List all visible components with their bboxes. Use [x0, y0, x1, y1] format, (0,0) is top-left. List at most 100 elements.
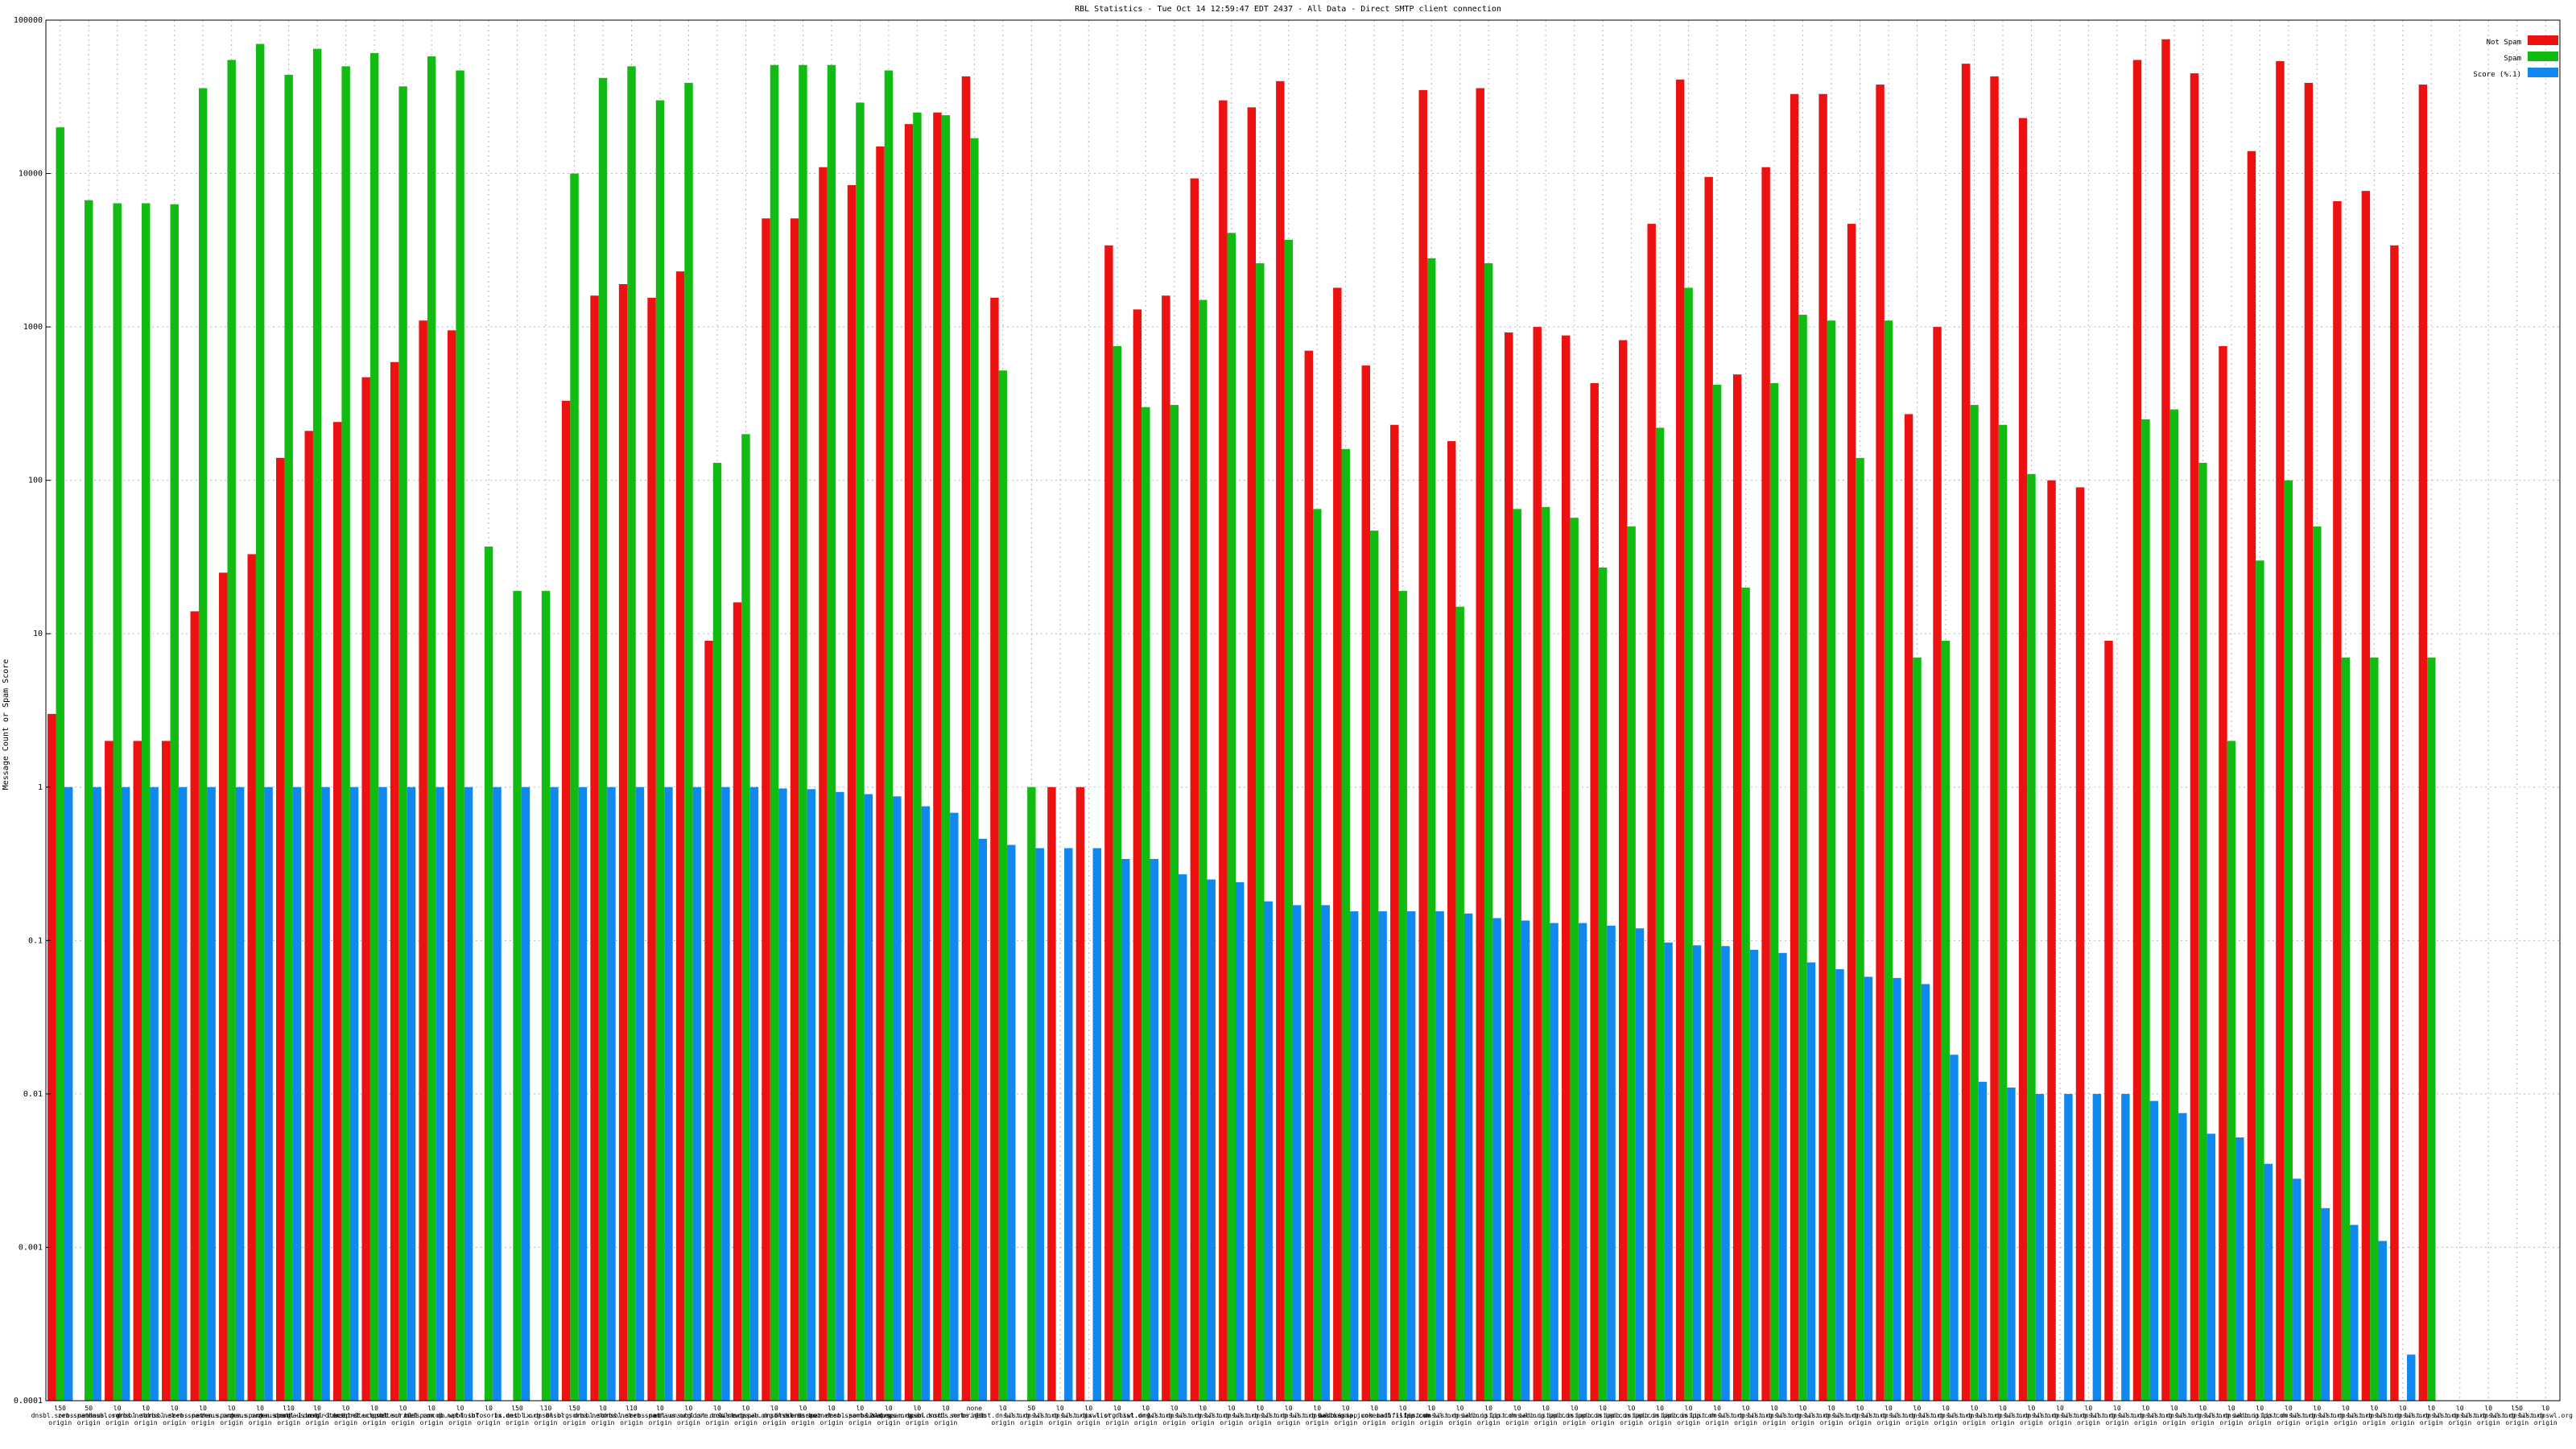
- bar-spam: [2427, 657, 2436, 1401]
- x-tick-label: l0: [2199, 1405, 2207, 1412]
- bar-spam: [799, 64, 807, 1402]
- x-tick-label: l0: [942, 1405, 950, 1412]
- x-tick-label: origin: [48, 1419, 72, 1426]
- bar-not-spam: [961, 76, 971, 1402]
- bar-spam: [2313, 526, 2322, 1402]
- x-tick-label: l0: [1770, 1405, 1778, 1412]
- chart-title: RBL Statistics - Tue Oct 14 12:59:47 EDT…: [1075, 5, 1501, 14]
- bar-spam: [970, 138, 979, 1402]
- y-tick-label: 100000: [14, 16, 43, 25]
- x-tick-label: l0: [599, 1405, 607, 1412]
- x-tick-label: origin: [277, 1419, 300, 1426]
- bar-score-1: [864, 794, 873, 1401]
- bar-not-spam: [275, 457, 285, 1401]
- bar-not-spam: [1876, 85, 1885, 1401]
- bar-score-1: [436, 786, 444, 1401]
- y-tick-labels: 0.0001 0.001 0.01 0.1 1 10 100 1000 10000 100000: [14, 16, 51, 1406]
- x-tick-label: origin: [877, 1419, 900, 1426]
- bar-score-1: [1664, 942, 1673, 1401]
- bar-not-spam: [133, 741, 142, 1401]
- x-tick-label: origin: [1963, 1419, 1986, 1426]
- x-tick-label: list.dnswl.org: [1747, 1412, 1802, 1419]
- bar-not-spam: [819, 167, 828, 1401]
- x-tick-label: l0: [2113, 1405, 2121, 1412]
- bar-not-spam: [1247, 107, 1257, 1401]
- bar-score-1: [2293, 1179, 2301, 1401]
- x-tick-label: list.dnswl.org: [2004, 1412, 2059, 1419]
- bar-spam: [113, 203, 122, 1402]
- x-tick-label: origin: [1391, 1419, 1414, 1426]
- x-tick-label: dnsbl.sorbs.net: [460, 1412, 518, 1419]
- x-tick-label: origin: [2105, 1419, 2128, 1426]
- bar-score-1: [407, 786, 416, 1401]
- bar-not-spam: [2333, 200, 2342, 1401]
- x-tick-label: origin: [420, 1419, 444, 1426]
- x-tick-label: l0: [1484, 1405, 1492, 1412]
- bar-score-1: [1064, 848, 1073, 1401]
- bar-spam: [2027, 473, 2036, 1401]
- x-tick-label: origin: [819, 1419, 843, 1426]
- bar-score-1: [1607, 925, 1616, 1401]
- bar-score-1: [2235, 1137, 2244, 1401]
- x-tick-label: 50: [85, 1405, 93, 1412]
- bar-score-1: [578, 786, 588, 1401]
- x-tick-label: origin: [192, 1419, 215, 1426]
- x-tick-label: zen.spamhaus.org: [229, 1412, 291, 1419]
- bar-score-1: [1435, 911, 1444, 1401]
- bar-spam: [369, 52, 379, 1401]
- bar-not-spam: [1933, 327, 1942, 1402]
- bar-not-spam: [1390, 424, 1399, 1401]
- bar-spam: [1370, 530, 1379, 1401]
- x-tick-label: origin: [2363, 1419, 2386, 1426]
- x-tick-label: origin: [1220, 1419, 1243, 1426]
- x-tick-label: origin: [2420, 1419, 2443, 1426]
- x-tick-label: iadb.isipp.com: [1518, 1412, 1573, 1419]
- bar-score-1: [1835, 968, 1844, 1401]
- x-tick-label: l0: [256, 1405, 264, 1412]
- bar-score-1: [2178, 1113, 2187, 1401]
- bar-score-1: [950, 812, 959, 1401]
- bar-spam: [913, 112, 922, 1402]
- bar-not-spam: [1647, 224, 1656, 1402]
- x-tick-label: origin: [1306, 1419, 1329, 1426]
- bar-spam: [998, 370, 1008, 1401]
- x-tick-label: list.dnswl.org: [2204, 1412, 2259, 1419]
- x-tick-label: origin: [2162, 1419, 2186, 1426]
- bar-score-1: [1463, 913, 1473, 1401]
- bar-not-spam: [1961, 64, 1971, 1401]
- x-tick-label: origin: [334, 1419, 357, 1426]
- x-tick-label: dnsbl.sorbs.net: [545, 1412, 603, 1419]
- x-tick-label: l0: [999, 1405, 1007, 1412]
- x-tick-label: dnsbl.sorbs.net: [31, 1412, 89, 1419]
- x-tick-label: origin: [991, 1419, 1014, 1426]
- bar-not-spam: [790, 218, 799, 1402]
- x-tick-label: list.dnswl.org: [2147, 1412, 2202, 1419]
- bar-score-1: [978, 839, 988, 1401]
- x-tick-label: origin: [2334, 1419, 2357, 1426]
- bar-spam: [1970, 405, 1979, 1402]
- x-tick-label: origin: [2391, 1419, 2414, 1426]
- x-tick-label: origin: [1534, 1419, 1558, 1426]
- x-tick-label: db.wpbl.info: [437, 1412, 484, 1419]
- x-tick-label: zen.spamhaus.org: [172, 1412, 234, 1419]
- bar-score-1: [1721, 946, 1730, 1401]
- x-tick-label: origin: [1620, 1419, 1643, 1426]
- bar-score-1: [1150, 859, 1158, 1401]
- x-tick-label: zen.spamhaus.org: [200, 1412, 262, 1419]
- bar-spam: [1284, 239, 1293, 1401]
- bar-spam: [85, 200, 93, 1401]
- x-tick-label: list.dnswl.org: [1147, 1412, 1202, 1419]
- x-tick-label: origin: [1477, 1419, 1501, 1426]
- bar-not-spam: [1219, 100, 1228, 1401]
- bar-spam: [598, 77, 608, 1401]
- bar-spam: [427, 56, 436, 1402]
- bar-spam: [1455, 606, 1464, 1401]
- x-tick-label: origin: [134, 1419, 158, 1426]
- bar-not-spam: [2418, 85, 2428, 1401]
- bar-score-1: [1492, 918, 1501, 1401]
- bar-not-spam: [1704, 176, 1713, 1402]
- x-tick-label: dnsbl.sorbs.net: [574, 1412, 632, 1419]
- legend: Not Spam Spam Score (%.1): [2473, 35, 2558, 79]
- bar-score-1: [550, 786, 559, 1401]
- bar-not-spam: [933, 112, 942, 1402]
